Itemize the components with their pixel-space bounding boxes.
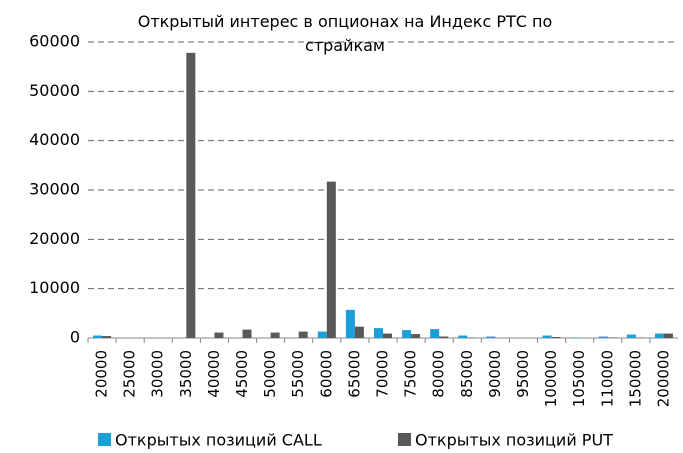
y-tick-label: 0 (70, 328, 80, 347)
x-tick-label: 20000 (93, 350, 111, 398)
x-tick-label: 80000 (430, 350, 448, 398)
bar (411, 334, 421, 338)
bar (298, 331, 308, 338)
bar (354, 326, 364, 338)
bar (430, 329, 440, 338)
bar (93, 335, 103, 338)
x-tick-label: 40000 (205, 350, 223, 398)
legend-label: Открытых позиций CALL (115, 431, 322, 450)
y-tick-label: 40000 (29, 130, 80, 149)
bar (486, 336, 496, 338)
bar (402, 330, 412, 338)
bar (626, 334, 636, 338)
x-tick-label: 150000 (626, 350, 644, 407)
bar (102, 336, 112, 338)
bar (317, 331, 327, 338)
x-tick-label: 50000 (261, 350, 279, 398)
bar (551, 337, 561, 338)
x-tick-label: 100000 (542, 350, 560, 407)
bar (663, 333, 673, 338)
bar (186, 52, 196, 338)
y-tick-label: 50000 (29, 81, 80, 100)
x-tick-label: 95000 (514, 350, 532, 398)
bar (242, 329, 252, 338)
x-tick-label: 60000 (317, 350, 335, 398)
bar (542, 335, 552, 338)
legend-swatch (98, 433, 111, 446)
legend-swatch (398, 433, 411, 446)
legend-label: Открытых позиций PUT (415, 431, 613, 450)
bar (270, 332, 280, 338)
bar (214, 332, 224, 338)
bar (326, 181, 336, 338)
x-tick-label: 25000 (121, 350, 139, 398)
bar (598, 336, 608, 338)
x-tick-label: 65000 (345, 350, 363, 398)
y-tick-label: 10000 (29, 278, 80, 297)
bar (654, 333, 664, 338)
x-tick-label: 55000 (289, 350, 307, 398)
x-tick-label: 90000 (486, 350, 504, 398)
x-tick-label: 200000 (654, 350, 672, 407)
y-tick-label: 20000 (29, 229, 80, 248)
bar (374, 328, 383, 338)
bar (345, 309, 355, 338)
x-tick-label: 85000 (458, 350, 476, 398)
x-tick-label: 35000 (177, 350, 195, 398)
x-tick-label: 70000 (374, 350, 392, 398)
chart-title: Открытый интерес в опционах на Индекс РТ… (137, 12, 553, 55)
y-tick-label: 60000 (29, 32, 80, 51)
x-tick-label: 45000 (233, 350, 251, 398)
x-tick-label: 105000 (570, 350, 588, 407)
x-tick-label: 30000 (149, 350, 167, 398)
bar (383, 333, 392, 338)
x-tick-label: 75000 (402, 350, 420, 398)
bar (458, 335, 468, 338)
bar (439, 336, 449, 338)
y-tick-label: 30000 (29, 180, 80, 199)
x-tick-label: 110000 (598, 350, 616, 407)
